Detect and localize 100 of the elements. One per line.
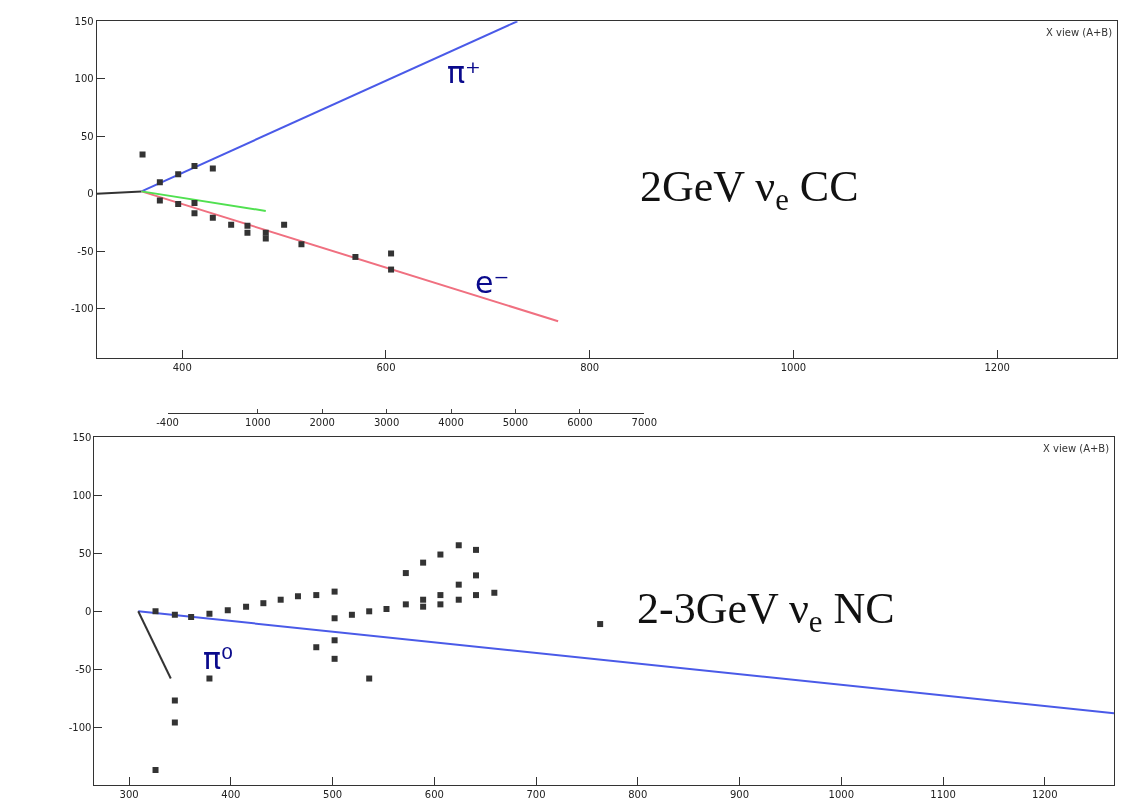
x-tick-label: 300 [119,789,139,801]
x2-tick-label: 7000 [631,416,658,428]
x2-tick-label: 3000 [373,416,400,428]
point [313,644,320,651]
x-tick-label: 800 [580,362,600,374]
x-tick-label: 1000 [828,789,855,801]
point [244,222,251,229]
annotation: X view (A+B) [1046,27,1113,38]
x2-tick-label: 4000 [438,416,464,428]
point [473,572,480,579]
point [331,637,338,644]
point [175,201,182,208]
point [331,588,338,595]
x2-tick-label: -400 [156,416,179,428]
point [294,593,301,600]
point [383,606,390,612]
point [388,250,395,257]
x-tick-label: 1200 [1032,789,1058,801]
x-tick-label: 400 [221,789,241,801]
point [348,611,355,618]
x2-tick-label: 2000 [309,416,335,428]
y-tick-label: 150 [72,431,92,443]
x-tick-label: 600 [424,789,444,801]
point [366,608,373,615]
point [597,621,604,628]
x-tick-label: 400 [172,362,192,374]
x2-tick-label: 6000 [567,416,593,428]
x-tick-label: 1100 [930,789,956,801]
point [175,171,182,178]
point [491,589,498,596]
y-tick-label: 0 [87,188,94,200]
point [455,542,462,549]
point [473,592,480,599]
x-tick-label: 1200 [984,362,1010,374]
point [244,229,251,236]
point [313,592,320,599]
point [420,559,427,566]
point [473,546,480,553]
x2-tick-label: 1000 [245,416,271,428]
point [260,600,267,607]
point [171,697,178,704]
point [191,210,198,217]
point [455,596,462,603]
y-tick-label: 50 [80,130,94,142]
point [152,608,159,615]
point [402,570,409,577]
point [224,607,231,614]
point [420,596,427,603]
point [191,163,198,170]
point [437,551,444,558]
y-tick-label: 100 [74,73,94,85]
x-tick-label: 600 [376,362,396,374]
point [262,235,269,242]
point [437,592,444,599]
x-tick-label: 1000 [780,362,807,374]
point [262,229,269,236]
text: 2-3GeV ν$_{e}$ NC [637,584,895,640]
point [420,603,427,610]
point [188,614,195,621]
x-tick-label: 900 [730,789,750,801]
point [243,603,250,610]
y-tick-label: 50 [78,547,92,559]
point [171,611,178,618]
point [366,675,373,682]
annotation: X view (A+B) [1043,443,1110,454]
y-tick-label: -100 [68,721,92,733]
point [298,241,305,248]
x-tick-label: 800 [628,789,648,801]
point [152,767,159,774]
y-tick-label: -100 [71,303,94,315]
y-tick-label: -50 [75,663,92,675]
point [191,199,198,206]
point [206,675,213,682]
point [331,655,338,662]
series-label: π⁺ [447,55,481,90]
point [402,601,409,608]
x-tick-label: 500 [323,789,343,801]
point [352,253,359,260]
point [388,266,395,273]
point [156,197,163,204]
point [228,221,235,228]
point [156,179,163,186]
point [281,221,288,228]
point [209,214,216,221]
point [455,581,462,588]
text: 2GeV ν$_{e}$ CC [640,162,859,218]
point [331,615,338,622]
x-tick-label: 700 [526,789,546,801]
series-label: e⁻ [475,265,510,300]
x2-tick-label: 5000 [502,416,529,428]
point [437,601,444,608]
y-tick-label: 150 [74,15,94,27]
point [206,610,213,617]
y-tick-label: 0 [85,605,92,617]
y-tick-label: -50 [77,245,94,257]
point [209,165,216,172]
y-tick-label: 100 [72,489,92,501]
point [171,719,178,726]
point [277,596,284,603]
series-label: π⁰ [203,641,234,676]
